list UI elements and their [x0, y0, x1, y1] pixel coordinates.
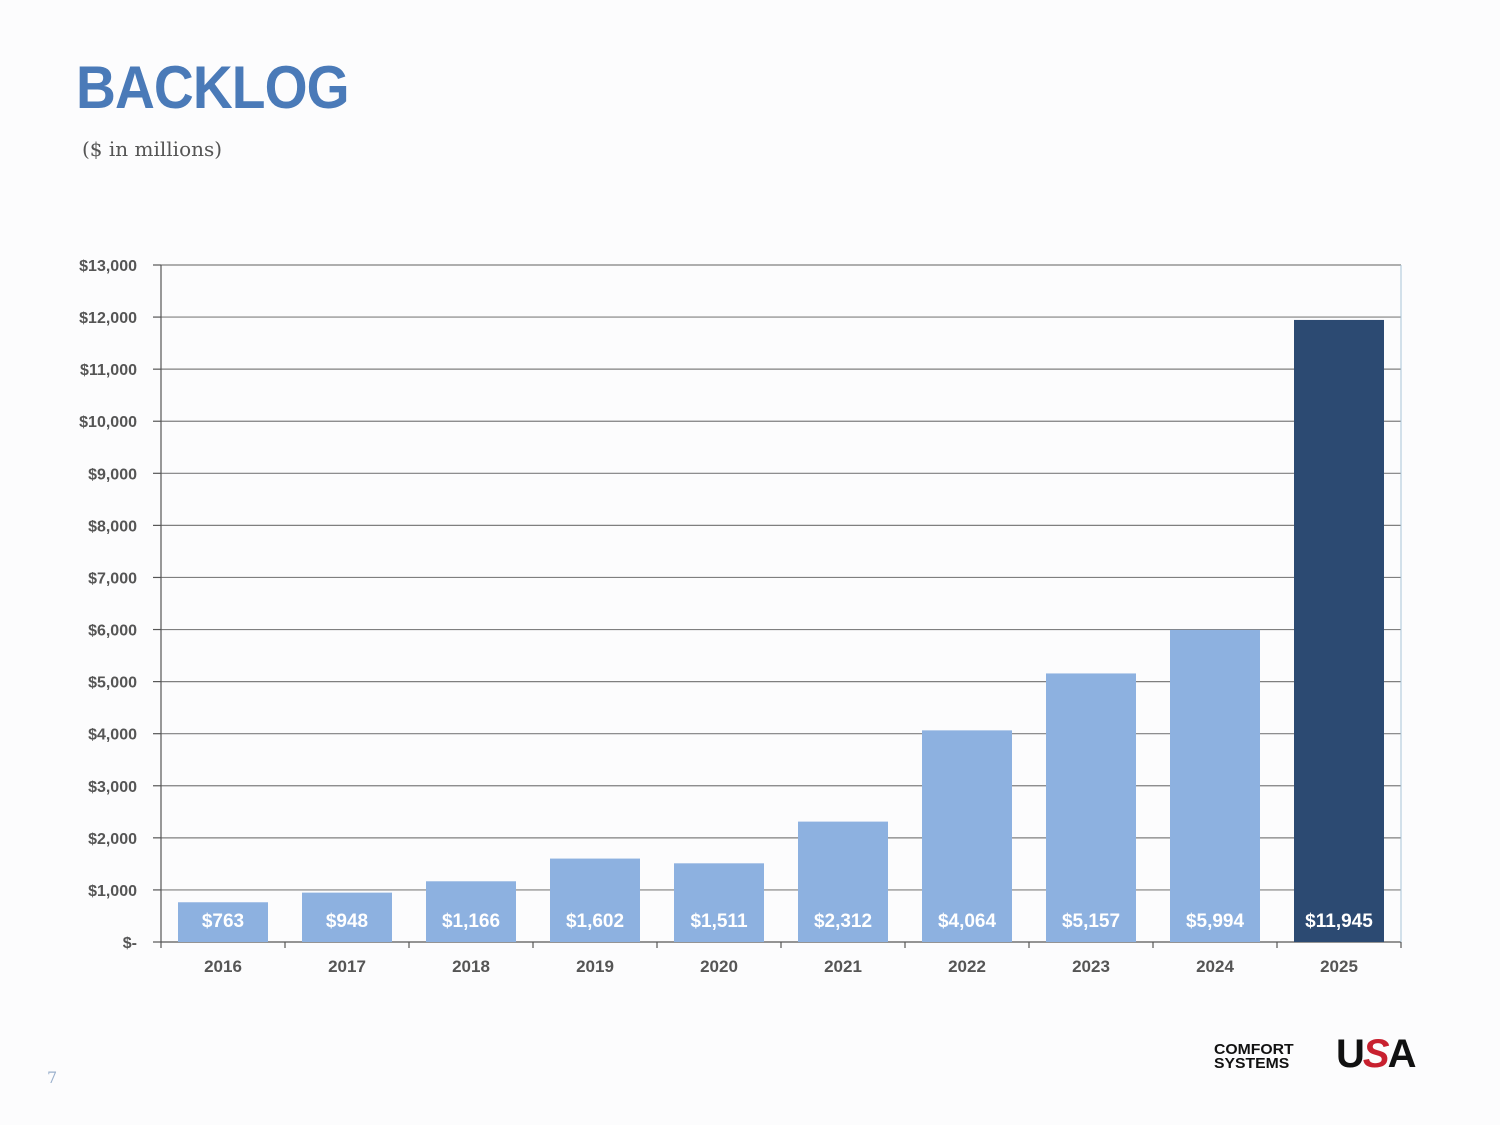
x-tick-label-2016: 2016 — [204, 957, 242, 976]
data-label-2024: $5,994 — [1186, 911, 1245, 932]
logo-usa-mark: USA — [1336, 1032, 1416, 1076]
x-tick-label-2020: 2020 — [700, 957, 738, 976]
y-tick-label: $2,000 — [88, 831, 137, 848]
x-tick-label-2022: 2022 — [948, 957, 986, 976]
bar-2017 — [302, 892, 392, 942]
y-tick-label: $11,000 — [80, 362, 137, 379]
logo-line-1: COMFORT — [1214, 1041, 1294, 1058]
bar-2025 — [1294, 319, 1384, 942]
x-tick-label-2024: 2024 — [1196, 957, 1234, 976]
y-tick-label: $1,000 — [88, 883, 137, 900]
y-tick-label: $12,000 — [79, 310, 137, 327]
y-tick-label: $6,000 — [88, 623, 137, 640]
x-tick-label-2023: 2023 — [1072, 957, 1110, 976]
data-label-2021: $2,312 — [814, 911, 872, 932]
data-label-2018: $1,166 — [442, 911, 500, 932]
logo-wordmark: COMFORT SYSTEMS — [1214, 1042, 1294, 1071]
x-tick-label-2017: 2017 — [328, 957, 366, 976]
bar-2020 — [674, 863, 764, 942]
bar-2021 — [798, 821, 888, 942]
data-label-2016: $763 — [202, 911, 244, 932]
data-label-2025: $11,945 — [1305, 911, 1373, 932]
y-tick-label: $7,000 — [88, 570, 137, 587]
y-tick-label: $3,000 — [88, 779, 137, 796]
x-tick-label-2019: 2019 — [576, 957, 614, 976]
y-tick-label: $13,000 — [79, 258, 137, 275]
company-logo: COMFORT SYSTEMS USA — [1214, 1032, 1434, 1078]
y-tick-label: $8,000 — [88, 518, 137, 535]
data-label-2017: $948 — [326, 911, 368, 932]
y-tick-label: $9,000 — [88, 466, 137, 483]
bar-2023 — [1046, 673, 1136, 942]
bar-2022 — [922, 730, 1012, 942]
data-label-2020: $1,511 — [690, 911, 747, 932]
y-tick-label: $4,000 — [88, 727, 137, 744]
page-number: 7 — [47, 1068, 58, 1087]
bar-2016 — [178, 902, 268, 942]
page-subtitle: ($ in millions) — [82, 137, 223, 161]
y-tick-label: $5,000 — [88, 675, 137, 692]
data-label-2019: $1,602 — [566, 911, 624, 932]
logo-line-2: SYSTEMS — [1214, 1055, 1290, 1072]
x-tick-label-2021: 2021 — [824, 957, 862, 976]
bar-2018 — [426, 881, 516, 942]
bar-2024 — [1170, 629, 1260, 942]
page-title: BACKLOG — [76, 54, 350, 121]
y-tick-label: $- — [123, 935, 137, 952]
data-label-2022: $4,064 — [938, 911, 997, 932]
data-label-2023: $5,157 — [1062, 911, 1120, 932]
bar-2019 — [550, 858, 640, 942]
y-tick-label: $10,000 — [79, 414, 137, 431]
x-tick-label-2018: 2018 — [452, 957, 490, 976]
x-tick-label-2025: 2025 — [1320, 957, 1358, 976]
